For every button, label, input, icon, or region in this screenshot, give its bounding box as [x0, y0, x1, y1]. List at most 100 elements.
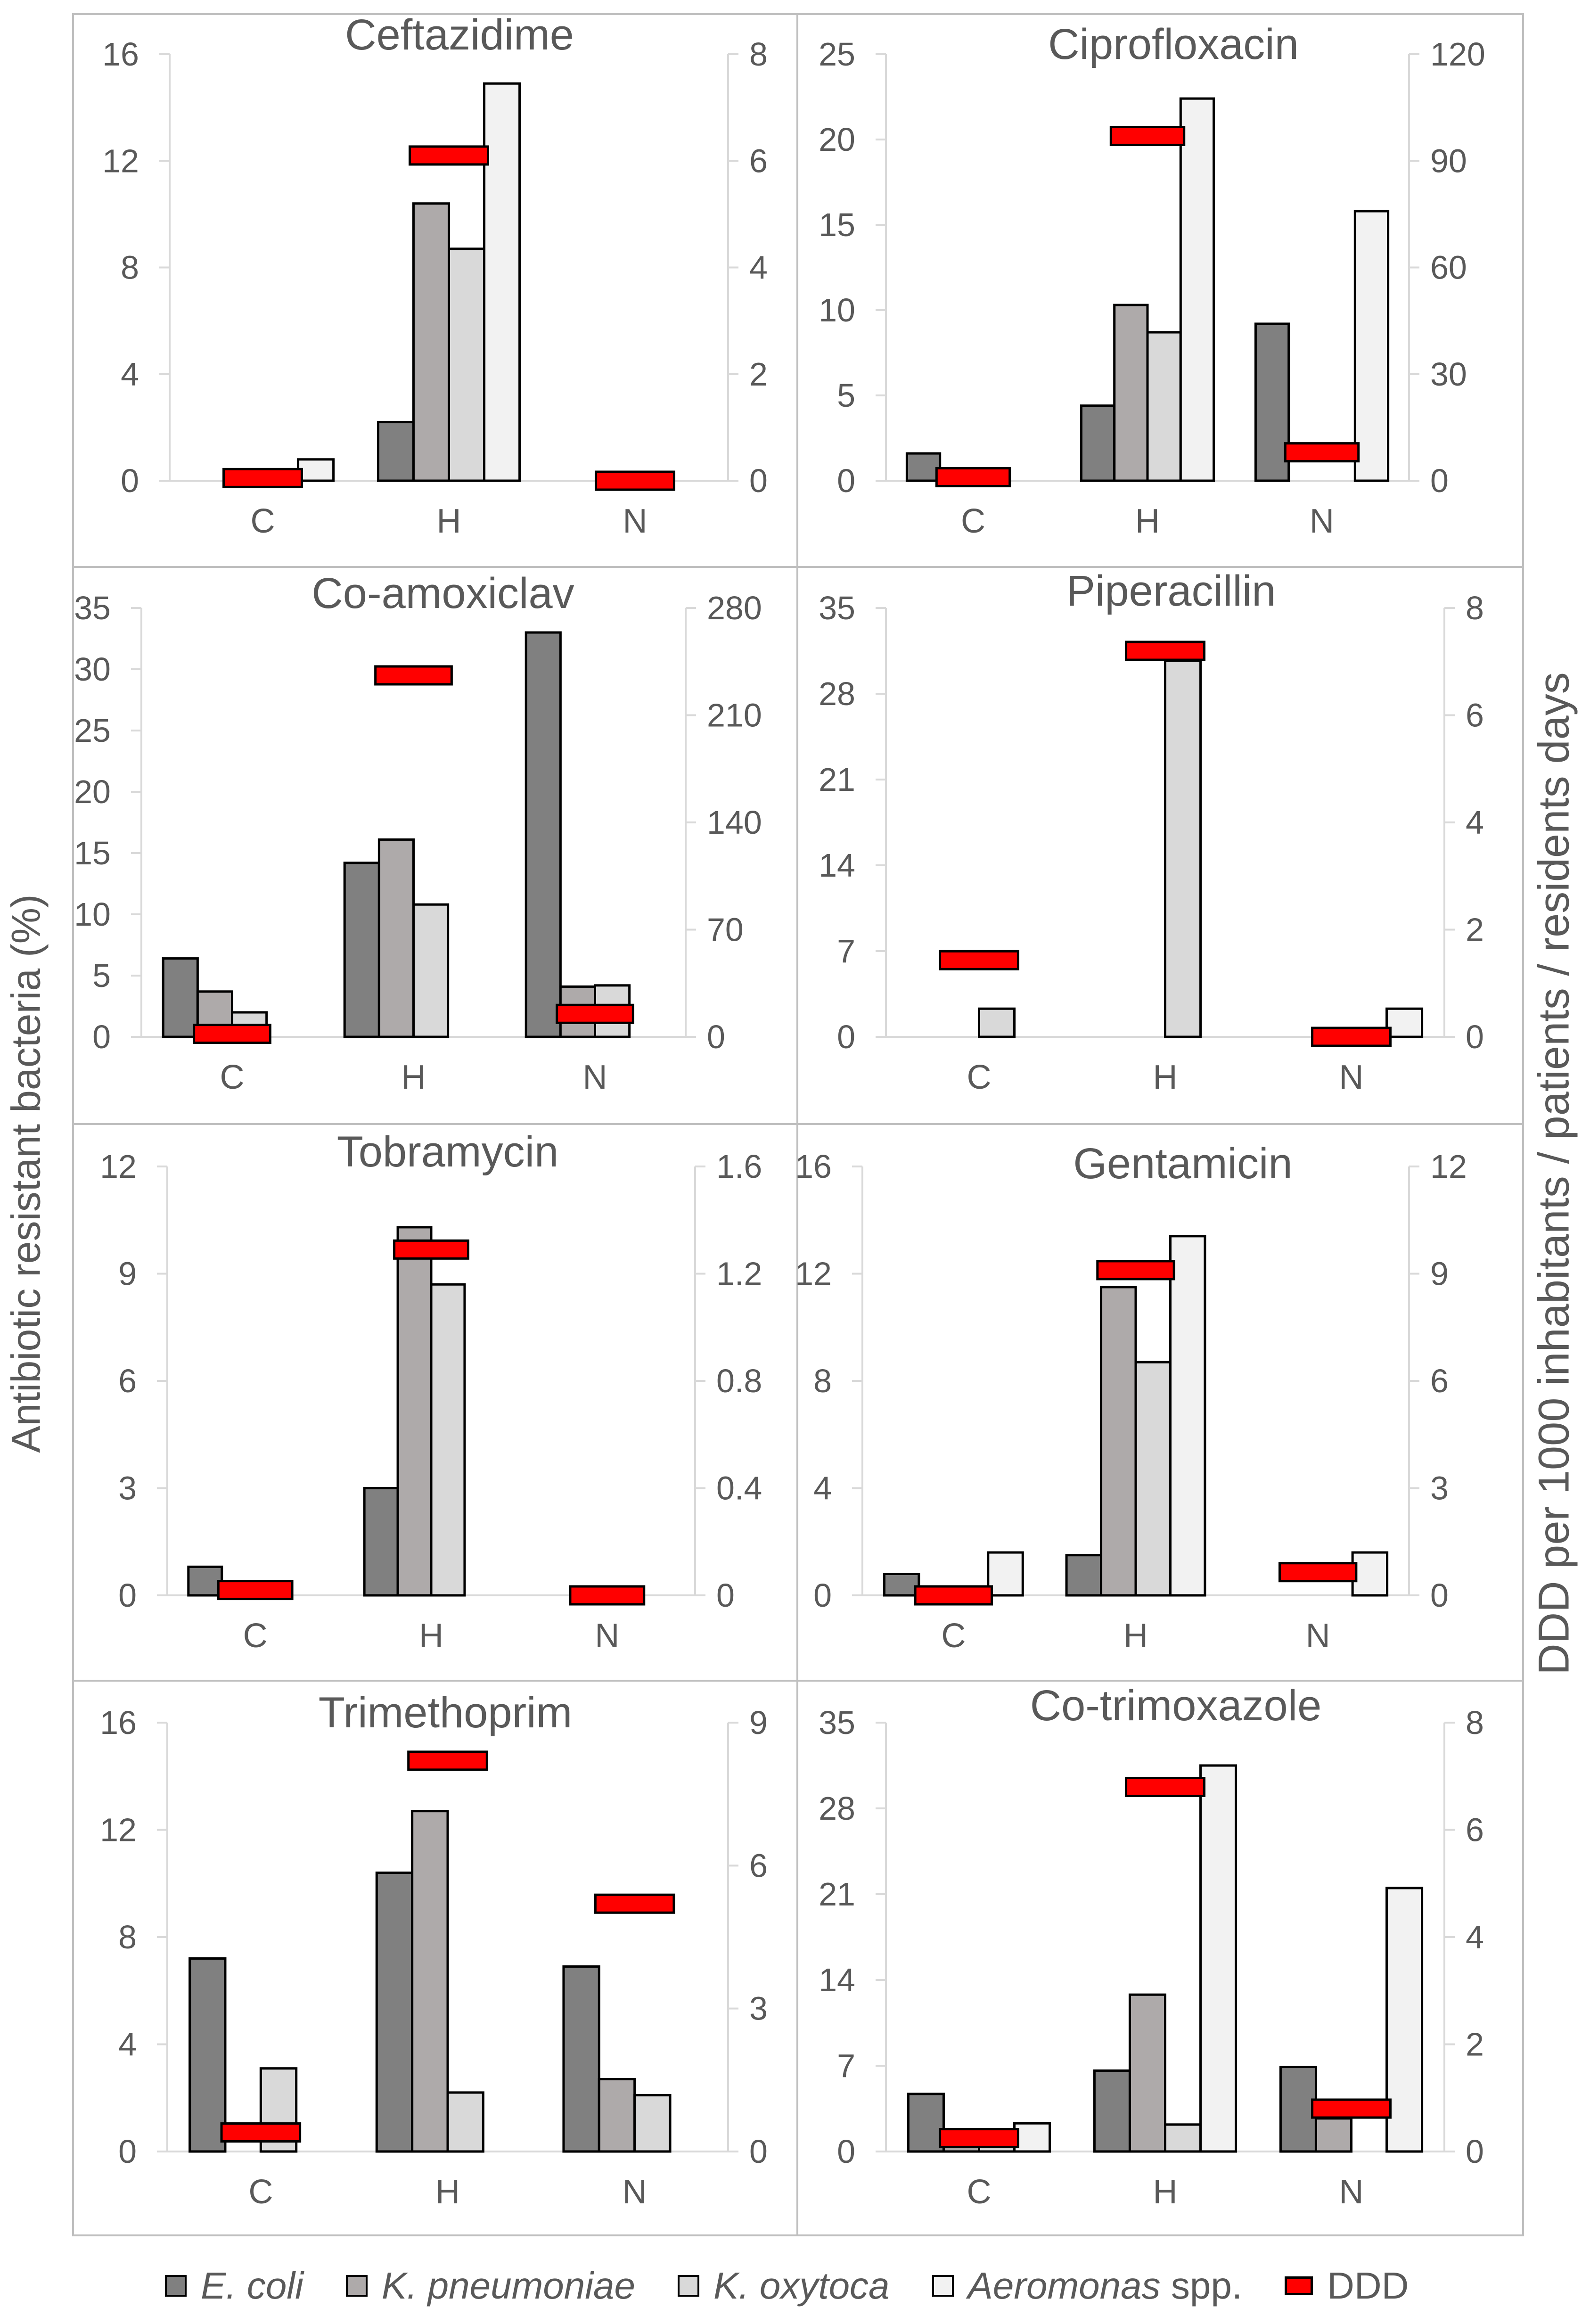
- trimethoprim-y2-tick-label: 9: [749, 1704, 768, 1741]
- gentamicin-chart-title: Gentamicin: [1073, 1140, 1292, 1188]
- gentamicin-y-tick-label: 8: [813, 1363, 832, 1399]
- gentamicin-y2-tick-label: 3: [1430, 1470, 1449, 1507]
- piperacillin-y2-tick-label: 0: [1466, 1018, 1484, 1055]
- trimethoprim-bar-k-oxytoca-h: [446, 2091, 484, 2153]
- piperacillin-ddd-marker-h: [1125, 641, 1205, 661]
- tobramycin-y2-tick-label: 0: [716, 1577, 735, 1614]
- piperacillin-y2-tick-label: 4: [1466, 804, 1484, 841]
- co-trimoxazole-y2-tick-label: 0: [1466, 2133, 1484, 2170]
- trimethoprim-ddd-marker-h: [407, 1750, 488, 1771]
- trimethoprim-x-tick-label-n: N: [623, 2173, 647, 2211]
- co-trimoxazole-bar-e-coli-c: [907, 2093, 945, 2153]
- ceftazidime-y2-tick-label: 4: [749, 249, 768, 286]
- ciprofloxacin-chart-title: Ciprofloxacin: [1048, 20, 1299, 68]
- legend-swatch-k-pneumoniae: [345, 2275, 368, 2297]
- ceftazidime-ddd-marker-n: [595, 470, 675, 491]
- co-amoxiclav-y2-tick-label: 0: [707, 1018, 725, 1055]
- left-axis-title: Antibiotic resistant bacteria (%): [3, 894, 49, 1453]
- gentamicin-y2-tick-label: 6: [1430, 1363, 1449, 1399]
- co-trimoxazole-y2-tick-label: 2: [1466, 2026, 1484, 2063]
- trimethoprim-x-tick-label-h: H: [435, 2173, 460, 2211]
- legend-item-k-pneumoniae: K. pneumoniae: [345, 2264, 635, 2308]
- ciprofloxacin-bar-k-oxytoca-h: [1146, 331, 1182, 482]
- ciprofloxacin-x-tick-label-c: C: [961, 502, 985, 540]
- ceftazidime-x-tick-label-n: N: [623, 502, 647, 540]
- ceftazidime-y2-tick-label: 6: [749, 142, 768, 179]
- gentamicin-y-tick-label: 16: [795, 1148, 832, 1185]
- gentamicin-y-tick-label: 12: [795, 1256, 832, 1292]
- legend-swatch-aeromonas: [932, 2275, 954, 2297]
- tobramycin-y-tick-label: 3: [118, 1470, 137, 1507]
- ceftazidime-bar-e-coli-h: [377, 421, 415, 482]
- ciprofloxacin-y2-tick-label: 90: [1430, 142, 1467, 179]
- piperacillin-x-tick-label-c: C: [967, 1059, 992, 1096]
- ciprofloxacin-y-tick-label: 20: [819, 121, 855, 158]
- gentamicin-y2-tick-label: 0: [1430, 1577, 1449, 1614]
- tobramycin-y2-tick-label: 1.2: [716, 1256, 762, 1292]
- co-trimoxazole-bar-k-pneumoniae-h: [1128, 1993, 1166, 2153]
- gentamicin-y2-tick-label: 9: [1430, 1256, 1449, 1292]
- ciprofloxacin-ddd-marker-h: [1109, 125, 1186, 146]
- gentamicin-bar-e-coli-c: [883, 1573, 920, 1597]
- ceftazidime-bar-k-pneumoniae-h: [412, 202, 451, 482]
- piperacillin-ddd-marker-c: [939, 950, 1019, 970]
- ciprofloxacin-y2-tick-label: 0: [1430, 462, 1449, 499]
- gentamicin-y-tick-label: 4: [813, 1470, 832, 1507]
- co-amoxiclav-y-tick-label: 20: [74, 773, 111, 810]
- co-amoxiclav-bar-e-coli-h: [343, 862, 380, 1038]
- co-trimoxazole-y-tick-label: 0: [837, 2133, 855, 2170]
- co-amoxiclav-y-tick-label: 15: [74, 835, 111, 871]
- legend: E. coli K. pneumoniae K. oxytoca Aeromon…: [165, 2258, 1409, 2314]
- legend-swatch-k-oxytoca: [678, 2275, 700, 2297]
- piperacillin-y-tick-label: 0: [837, 1018, 855, 1055]
- trimethoprim-y2-tick-label: 6: [749, 1847, 768, 1884]
- ciprofloxacin-y2-tick-label: 30: [1430, 356, 1467, 393]
- legend-item-e-coli: E. coli: [165, 2264, 303, 2308]
- tobramycin-y2-tick-label: 0.4: [716, 1470, 762, 1507]
- ceftazidime-x-tick-label-c: C: [251, 502, 275, 540]
- trimethoprim-bar-k-pneumoniae-h: [411, 1810, 449, 2153]
- ceftazidime-y-tick-label: 8: [121, 249, 139, 286]
- trimethoprim-y-tick-label: 12: [100, 1812, 137, 1848]
- co-amoxiclav-y2-tick-label: 210: [707, 697, 762, 734]
- co-amoxiclav-x-tick-label-n: N: [583, 1059, 607, 1096]
- ciprofloxacin-bar-e-coli-h: [1080, 404, 1116, 482]
- gentamicin-bar-aeromonas-h: [1169, 1235, 1206, 1597]
- co-amoxiclav-ddd-marker-c: [193, 1024, 271, 1044]
- piperacillin-ddd-marker-n: [1311, 1027, 1392, 1047]
- piperacillin-y-tick-label: 28: [819, 675, 855, 712]
- ceftazidime-y2-tick-label: 0: [749, 462, 768, 499]
- right-axis-title: DDD per 1000 inhabitants / patients / re…: [1530, 672, 1578, 1675]
- co-amoxiclav-y-tick-label: 5: [92, 957, 111, 994]
- co-trimoxazole-chart-title: Co-trimoxazole: [1030, 1682, 1322, 1730]
- gentamicin-bar-aeromonas-c: [987, 1551, 1024, 1597]
- tobramycin-bar-k-oxytoca-h: [430, 1283, 466, 1597]
- trimethoprim-bar-e-coli-h: [375, 1872, 414, 2153]
- piperacillin-chart-title: Piperacillin: [1066, 567, 1276, 615]
- trimethoprim-bar-k-pneumoniae-n: [598, 2078, 636, 2153]
- gentamicin-bar-aeromonas-n: [1351, 1551, 1389, 1597]
- ceftazidime-bar-aeromonas-c: [297, 458, 335, 482]
- trimethoprim-y-tick-label: 4: [118, 2026, 137, 2063]
- piperacillin-y-tick-label: 14: [819, 847, 855, 884]
- trimethoprim-chart-title: Trimethoprim: [319, 1689, 572, 1737]
- co-amoxiclav-y-tick-label: 35: [74, 590, 111, 626]
- co-amoxiclav-y-tick-label: 25: [74, 712, 111, 749]
- gentamicin-ddd-marker-c: [914, 1585, 993, 1606]
- ciprofloxacin-x-tick-label-n: N: [1310, 502, 1334, 540]
- ceftazidime-y2-tick-label: 2: [749, 356, 768, 393]
- gentamicin-ddd-marker-h: [1096, 1260, 1175, 1281]
- trimethoprim-y-tick-label: 8: [118, 1919, 137, 1955]
- ceftazidime-ddd-marker-h: [409, 145, 489, 166]
- ciprofloxacin-y-tick-label: 25: [819, 36, 855, 73]
- co-amoxiclav-bar-k-pneumoniae-h: [377, 838, 415, 1038]
- tobramycin-x-tick-label-c: C: [243, 1617, 268, 1655]
- legend-item-aeromonas: Aeromonas spp.: [932, 2264, 1242, 2308]
- co-amoxiclav-y-tick-label: 30: [74, 651, 111, 688]
- tobramycin-x-tick-label-n: N: [595, 1617, 619, 1655]
- ciprofloxacin-y-tick-label: 5: [837, 377, 855, 414]
- co-trimoxazole-y2-tick-label: 4: [1466, 1919, 1484, 1955]
- co-trimoxazole-y2-tick-label: 6: [1466, 1812, 1484, 1848]
- ceftazidime-y-tick-label: 4: [121, 356, 139, 393]
- gentamicin-bar-k-pneumoniae-h: [1100, 1286, 1137, 1597]
